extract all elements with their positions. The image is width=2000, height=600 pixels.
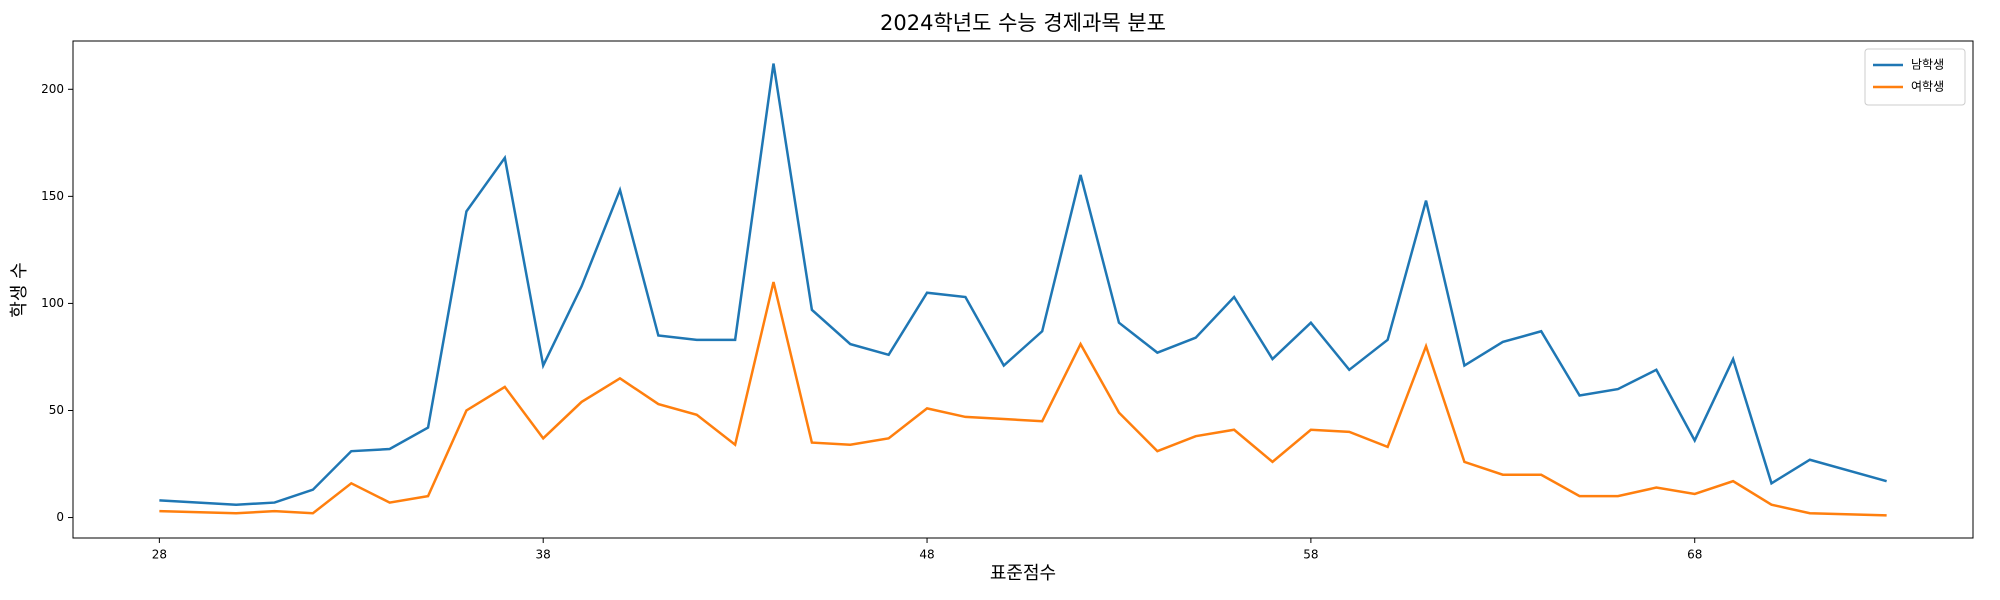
legend-label: 여학생 xyxy=(1911,80,1944,94)
legend-label: 남학생 xyxy=(1911,58,1944,72)
y-axis-label: 학생 수 xyxy=(9,262,30,317)
x-tick-label: 68 xyxy=(1687,548,1702,562)
x-tick-label: 28 xyxy=(152,548,167,562)
y-tick-label: 200 xyxy=(41,82,64,96)
line-series xyxy=(159,281,1887,517)
chart-title: 2024학년도 수능 경제과목 분포 xyxy=(880,11,1166,35)
x-tick-label: 38 xyxy=(536,548,551,562)
y-tick-label: 150 xyxy=(41,189,64,203)
legend-box xyxy=(1864,48,1966,106)
y-tick-label: 100 xyxy=(41,296,64,310)
x-tick-label: 48 xyxy=(919,548,934,562)
x-tick-label: 58 xyxy=(1303,548,1318,562)
y-tick-label: 50 xyxy=(49,403,64,417)
line-series xyxy=(159,63,1887,506)
y-tick-label: 0 xyxy=(56,510,64,524)
x-axis-label: 표준점수 xyxy=(990,563,1056,584)
plot-frame xyxy=(72,40,1974,539)
